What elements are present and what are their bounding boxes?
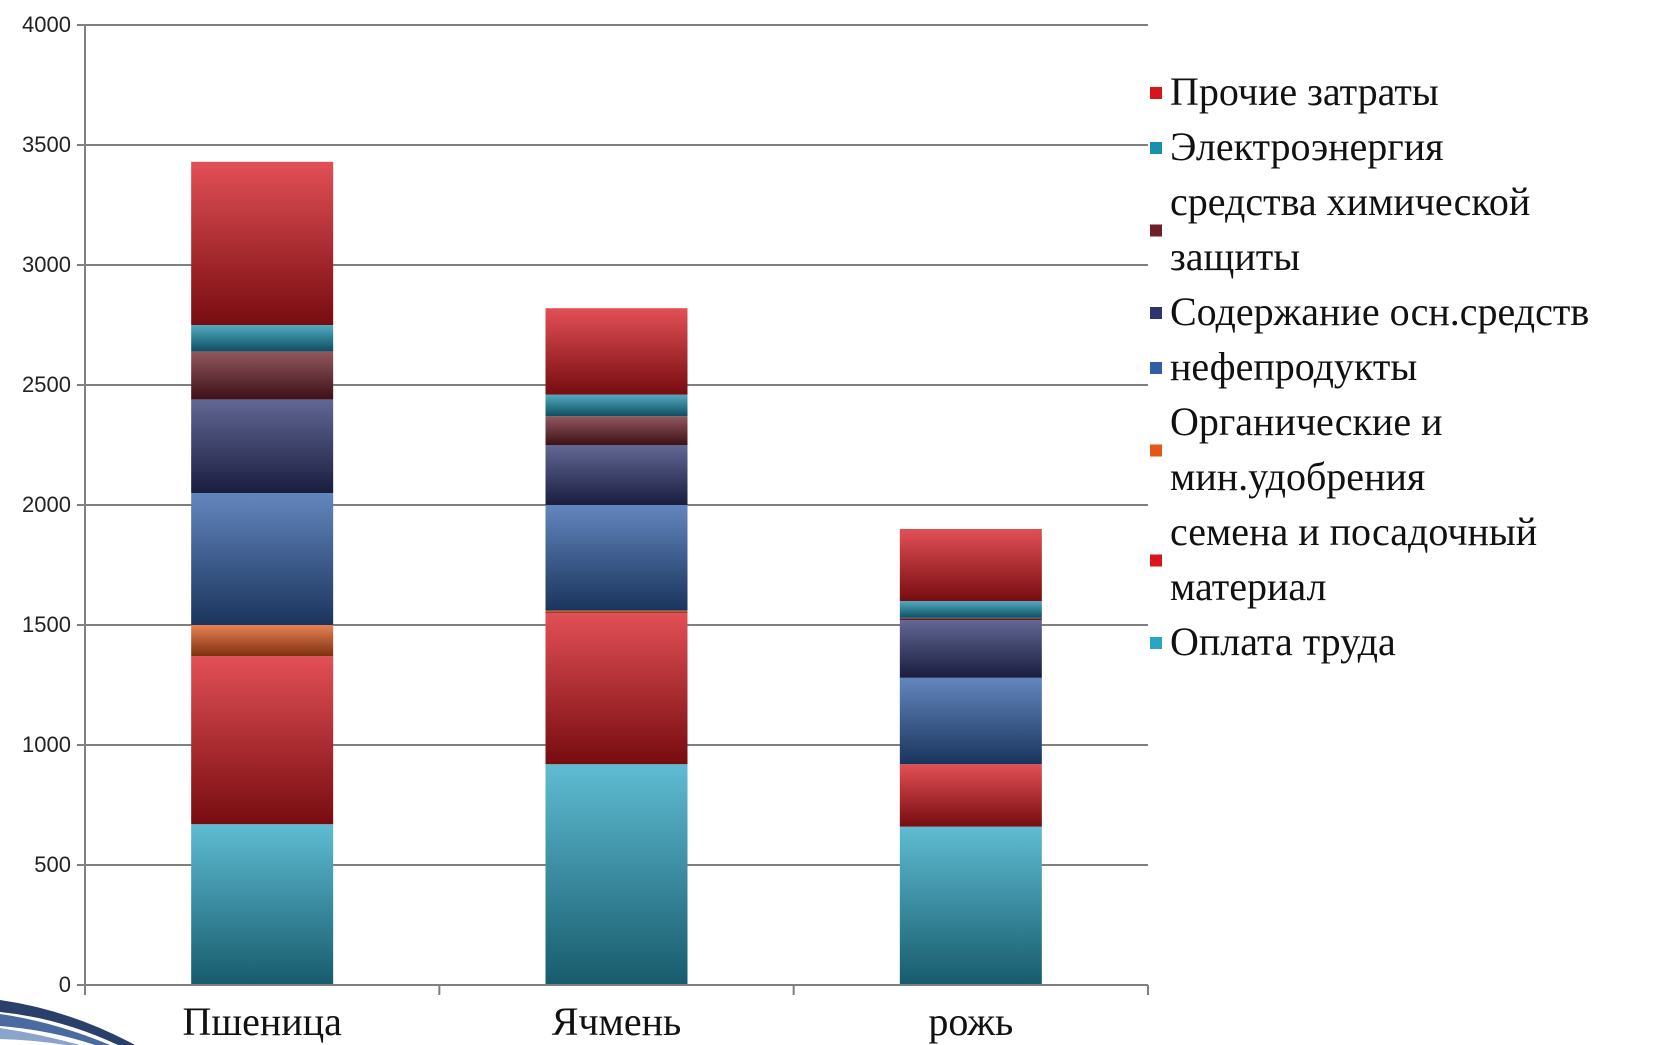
x-category-label: рожь (928, 999, 1013, 1044)
bars (191, 161, 1042, 985)
bar-segment (545, 445, 688, 505)
bar-segment (191, 399, 334, 493)
legend-entry: Содержание осн.средств (1170, 289, 1589, 334)
legend: Прочие затраты Электроэнергия средства хим… (1150, 69, 1589, 664)
bar-segment (545, 610, 688, 613)
y-tick-label: 2000 (22, 492, 71, 517)
y-tick-label: 3000 (22, 252, 71, 277)
x-category-label: Ячмень (552, 999, 682, 1044)
bar-segment (899, 529, 1042, 601)
legend-entry: Органические и мин.удобрения (1170, 399, 1442, 499)
legend-swatch (1150, 87, 1162, 99)
legend-swatch (1150, 307, 1162, 319)
bar-segment (899, 617, 1042, 621)
legend-entry: Прочие затраты (1170, 69, 1439, 114)
legend-swatch (1150, 362, 1162, 374)
bar-segment (191, 351, 334, 400)
bar-segment (545, 613, 688, 765)
bar-segment (545, 308, 688, 395)
legend-swatch (1150, 142, 1162, 154)
decorative-corner-swoosh (0, 1000, 135, 1045)
bar-segment (191, 824, 334, 985)
legend-entry: Оплата труда (1170, 619, 1396, 664)
y-axis-ticks: 0 500 1000 1500 2000 2500 3000 3500 4000 (22, 12, 85, 997)
y-tick-label: 4000 (22, 12, 71, 37)
legend-swatch (1150, 554, 1162, 567)
y-tick-label: 3500 (22, 132, 71, 157)
bar-segment (899, 764, 1042, 827)
bar-segment (191, 493, 334, 625)
bar-segment (545, 505, 688, 611)
axes (84, 25, 1149, 995)
bar-segment (899, 620, 1042, 678)
x-axis-labels: Пшеница Ячмень рожь (182, 999, 1013, 1044)
bar-segment (899, 826, 1042, 985)
bar-segment (191, 625, 334, 657)
bar-segment (899, 601, 1042, 618)
y-tick-label: 0 (59, 972, 71, 997)
y-tick-label: 1000 (22, 732, 71, 757)
legend-entry: средства химической защиты (1170, 179, 1530, 279)
legend-swatch (1150, 224, 1162, 237)
x-category-label: Пшеница (182, 999, 342, 1044)
bar-segment (545, 394, 688, 417)
y-tick-label: 2500 (22, 372, 71, 397)
legend-entry: Электроэнергия (1170, 124, 1444, 169)
legend-entry: нефепродукты (1170, 344, 1417, 389)
bar-segment (191, 161, 334, 325)
y-tick-label: 500 (34, 852, 71, 877)
y-tick-label: 1500 (22, 612, 71, 637)
bar-segment (191, 656, 334, 825)
legend-entry: семена и посадочный материал (1170, 509, 1537, 609)
bar-segment (899, 677, 1042, 765)
bar-segment (545, 416, 688, 445)
bar-segment (191, 325, 334, 352)
legend-swatch (1150, 637, 1162, 649)
legend-swatch (1150, 444, 1162, 457)
bar-segment (545, 764, 688, 985)
